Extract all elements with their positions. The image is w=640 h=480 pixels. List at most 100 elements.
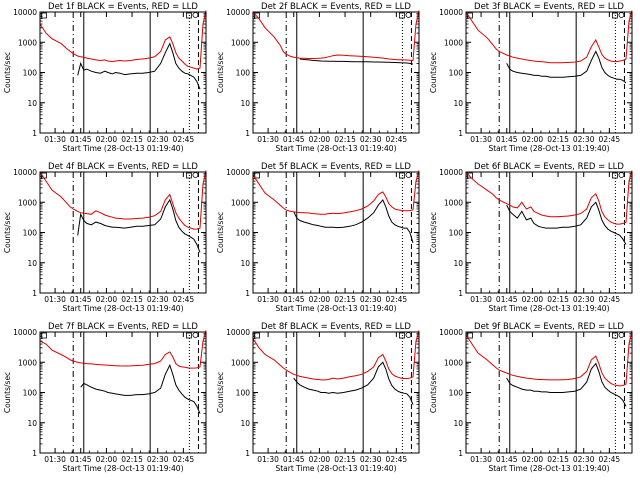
series-black-events bbox=[506, 50, 627, 84]
corner-marker bbox=[611, 12, 618, 19]
x-tick-label: 02:30 bbox=[360, 455, 382, 464]
x-tick-label: 01:30 bbox=[257, 455, 279, 464]
x-tick-label: 01:30 bbox=[470, 295, 492, 304]
series-black-events bbox=[77, 42, 201, 90]
chart-title: Det 4f BLACK = Events, RED = LLD bbox=[48, 162, 198, 172]
x-tick-label: 02:15 bbox=[334, 295, 356, 304]
chart-panel: Det 5f BLACK = Events, RED = LLD Counts/s… bbox=[216, 162, 420, 313]
y-tick-label: 10 bbox=[240, 419, 250, 428]
x-tick-label: 01:30 bbox=[470, 455, 492, 464]
x-tick-label: 01:45 bbox=[496, 295, 518, 304]
y-tick-label: 100 bbox=[236, 229, 251, 238]
x-tick-label: 02:15 bbox=[334, 135, 356, 144]
plot-frame bbox=[252, 171, 420, 294]
series-red-lld bbox=[465, 10, 633, 64]
y-tick-label: 10000 bbox=[439, 328, 463, 337]
y-tick-label: 10000 bbox=[439, 8, 463, 17]
chart-title: Det 6f BLACK = Events, RED = LLD bbox=[474, 162, 624, 172]
y-tick-label: 10000 bbox=[439, 168, 463, 177]
y-tick-label: 1000 bbox=[231, 358, 250, 367]
series-red-lld bbox=[39, 10, 207, 70]
x-tick-label: 02:00 bbox=[96, 135, 118, 144]
corner-marker bbox=[467, 172, 473, 179]
x-tick-label: 02:15 bbox=[121, 455, 143, 464]
series-black-events bbox=[77, 198, 201, 253]
x-tick-label: 02:45 bbox=[599, 135, 621, 144]
y-tick-label: 1 bbox=[32, 449, 37, 458]
y-tick-label: 10 bbox=[240, 259, 250, 268]
y-tick-label: 1000 bbox=[231, 198, 250, 207]
y-axis-label: Counts/sec bbox=[3, 372, 12, 413]
y-axis-label: Counts/sec bbox=[429, 212, 438, 253]
y-tick-label: 1 bbox=[245, 289, 250, 298]
x-tick-label: 02:30 bbox=[147, 135, 169, 144]
plot-frame bbox=[39, 331, 207, 454]
x-tick-label: 02:30 bbox=[147, 295, 169, 304]
x-tick-label: 02:45 bbox=[386, 455, 408, 464]
x-tick-label: 02:30 bbox=[360, 135, 382, 144]
x-tick-label: 01:30 bbox=[44, 455, 66, 464]
series-red-lld bbox=[252, 10, 420, 62]
x-tick-label: 02:45 bbox=[173, 455, 195, 464]
x-tick-label: 02:00 bbox=[309, 455, 331, 464]
y-tick-label: 10 bbox=[453, 259, 463, 268]
chart-title: Det 1f BLACK = Events, RED = LLD bbox=[48, 2, 198, 12]
corner-marker bbox=[185, 12, 192, 19]
x-axis-label: Start Time (28-Oct-13 01:19:40) bbox=[62, 464, 183, 473]
chart-panel: Det 8f BLACK = Events, RED = LLD Counts/s… bbox=[216, 322, 420, 473]
corner-marker bbox=[41, 332, 47, 339]
y-tick-label: 100 bbox=[236, 389, 251, 398]
x-tick-label: 01:45 bbox=[496, 135, 518, 144]
y-tick-label: 10 bbox=[453, 419, 463, 428]
plot-frame bbox=[465, 11, 633, 134]
series-red-lld bbox=[39, 170, 207, 230]
chart-panel: Det 4f BLACK = Events, RED = LLD Counts/s… bbox=[3, 162, 207, 313]
x-tick-label: 02:30 bbox=[573, 135, 595, 144]
series-red-lld bbox=[465, 170, 633, 225]
x-tick-label: 02:30 bbox=[573, 455, 595, 464]
y-tick-label: 10000 bbox=[13, 168, 37, 177]
y-tick-label: 1 bbox=[458, 449, 463, 458]
y-tick-label: 1 bbox=[245, 449, 250, 458]
y-axis-label: Counts/sec bbox=[429, 372, 438, 413]
x-tick-label: 02:45 bbox=[173, 135, 195, 144]
x-axis-label: Start Time (28-Oct-13 01:19:40) bbox=[62, 304, 183, 313]
series-black-events bbox=[293, 198, 414, 244]
x-tick-label: 02:00 bbox=[522, 135, 544, 144]
chart-title: Det 8f BLACK = Events, RED = LLD bbox=[261, 322, 411, 332]
x-tick-label: 02:45 bbox=[173, 295, 195, 304]
y-tick-label: 1000 bbox=[18, 358, 37, 367]
y-tick-label: 10 bbox=[27, 419, 37, 428]
chart-panel: Det 7f BLACK = Events, RED = LLD Counts/s… bbox=[3, 322, 207, 473]
y-tick-label: 1000 bbox=[231, 38, 250, 47]
series-red-lld bbox=[252, 170, 420, 215]
y-tick-label: 1000 bbox=[18, 38, 37, 47]
corner-marker bbox=[185, 172, 192, 179]
x-tick-label: 01:45 bbox=[283, 295, 305, 304]
series-black-events bbox=[293, 361, 414, 405]
y-tick-label: 100 bbox=[23, 389, 38, 398]
x-tick-label: 02:00 bbox=[309, 135, 331, 144]
x-tick-label: 02:15 bbox=[121, 135, 143, 144]
corner-marker bbox=[254, 332, 260, 339]
x-tick-label: 02:15 bbox=[547, 455, 569, 464]
y-tick-label: 100 bbox=[236, 69, 251, 78]
x-axis-label: Start Time (28-Oct-13 01:19:40) bbox=[488, 144, 609, 153]
x-tick-label: 01:30 bbox=[257, 295, 279, 304]
y-tick-label: 1 bbox=[32, 289, 37, 298]
corner-marker bbox=[192, 12, 199, 18]
x-axis-label: Start Time (28-Oct-13 01:19:40) bbox=[488, 464, 609, 473]
y-tick-label: 10000 bbox=[226, 328, 250, 337]
series-black-events bbox=[506, 201, 627, 245]
chart-title: Det 9f BLACK = Events, RED = LLD bbox=[474, 322, 624, 332]
y-tick-label: 10000 bbox=[13, 8, 37, 17]
chart-panel: Det 3f BLACK = Events, RED = LLD Counts/s… bbox=[429, 2, 633, 153]
chart-title: Det 3f BLACK = Events, RED = LLD bbox=[474, 2, 624, 12]
x-tick-label: 02:00 bbox=[96, 455, 118, 464]
y-tick-label: 100 bbox=[23, 69, 38, 78]
y-tick-label: 100 bbox=[449, 229, 464, 238]
corner-marker bbox=[405, 332, 412, 338]
y-tick-label: 100 bbox=[23, 229, 38, 238]
plot-frame bbox=[465, 171, 633, 294]
